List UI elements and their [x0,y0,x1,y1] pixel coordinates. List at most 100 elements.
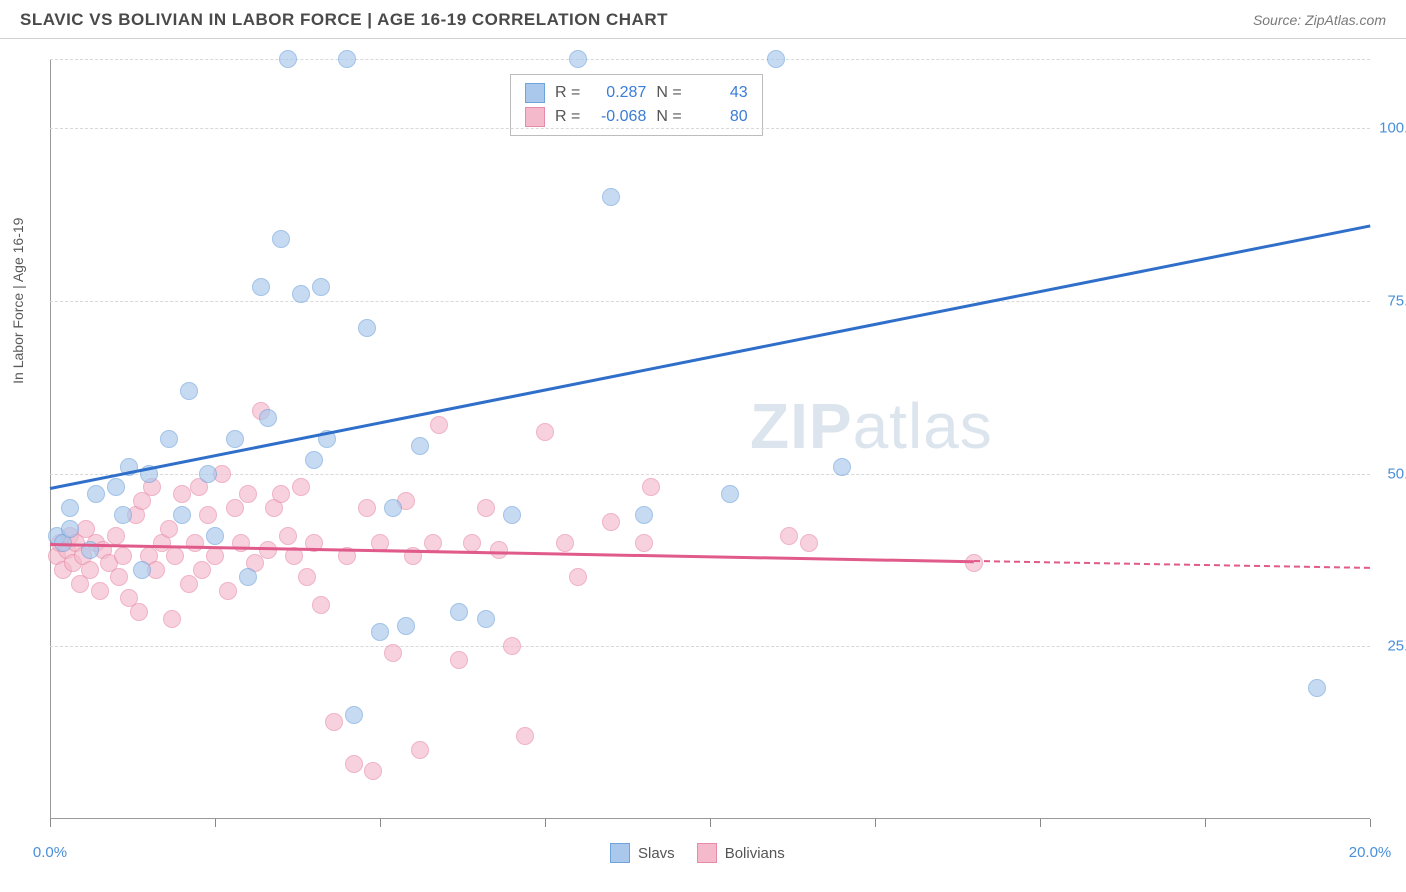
data-point-slavs [107,478,125,496]
data-point-slavs [1308,679,1326,697]
data-point-slavs [272,230,290,248]
trend-line [50,225,1370,490]
n-value-slavs: 43 [692,84,748,102]
n-value-bolivians: 80 [692,108,748,126]
data-point-slavs [305,451,323,469]
stats-row-bolivians: R = -0.068 N = 80 [525,105,748,129]
data-point-bolivians [110,568,128,586]
y-axis-label: In Labor Force | Age 16-19 [10,218,26,384]
data-point-slavs [384,499,402,517]
data-point-bolivians [780,527,798,545]
data-point-bolivians [516,727,534,745]
data-point-bolivians [430,416,448,434]
data-point-bolivians [163,610,181,628]
legend-label-bolivians: Bolivians [725,845,785,862]
data-point-bolivians [130,603,148,621]
data-point-slavs [87,485,105,503]
data-point-slavs [358,319,376,337]
data-point-bolivians [384,644,402,662]
data-point-bolivians [206,547,224,565]
correlation-stats-box: R = 0.287 N = 43 R = -0.068 N = 80 [510,74,763,136]
data-point-slavs [503,506,521,524]
data-point-bolivians [358,499,376,517]
r-value-bolivians: -0.068 [590,108,646,126]
data-point-bolivians [239,485,257,503]
data-point-slavs [721,485,739,503]
x-tick [545,819,546,827]
data-point-slavs [635,506,653,524]
data-point-bolivians [173,485,191,503]
gridline [50,646,1370,647]
chart-area: In Labor Force | Age 16-19 ZIPatlas R = … [0,39,1406,889]
data-point-slavs [397,617,415,635]
x-tick [215,819,216,827]
data-point-slavs [239,568,257,586]
data-point-bolivians [965,554,983,572]
data-point-slavs [252,278,270,296]
gridline [50,59,1370,60]
data-point-slavs [61,520,79,538]
data-point-slavs [114,506,132,524]
x-tick [380,819,381,827]
data-point-bolivians [411,741,429,759]
data-point-bolivians [186,534,204,552]
data-point-bolivians [107,527,125,545]
data-point-slavs [180,382,198,400]
data-point-slavs [292,285,310,303]
x-tick-label: 20.0% [1349,844,1392,861]
data-point-bolivians [312,596,330,614]
scatter-plot: ZIPatlas R = 0.287 N = 43 R = -0.068 N =… [50,59,1370,819]
data-point-bolivians [536,423,554,441]
data-point-bolivians [199,506,217,524]
x-tick-label: 0.0% [33,844,67,861]
r-value-slavs: 0.287 [590,84,646,102]
data-point-bolivians [160,520,178,538]
x-tick [1205,819,1206,827]
data-point-bolivians [226,499,244,517]
data-point-bolivians [463,534,481,552]
data-point-bolivians [272,485,290,503]
data-point-bolivians [279,527,297,545]
legend-label-slavs: Slavs [638,845,675,862]
data-point-bolivians [424,534,442,552]
swatch-slavs [610,843,630,863]
data-point-slavs [833,458,851,476]
trend-line [50,543,974,563]
data-point-bolivians [193,561,211,579]
data-point-bolivians [602,513,620,531]
data-point-slavs [312,278,330,296]
legend-item-slavs: Slavs [610,843,675,863]
data-point-bolivians [477,499,495,517]
data-point-slavs [279,50,297,68]
gridline [50,128,1370,129]
data-point-slavs [450,603,468,621]
data-point-slavs [602,188,620,206]
data-point-slavs [569,50,587,68]
r-label: R = [555,108,580,126]
x-tick [875,819,876,827]
chart-header: SLAVIC VS BOLIVIAN IN LABOR FORCE | AGE … [0,0,1406,39]
x-tick [50,819,51,827]
data-point-bolivians [364,762,382,780]
swatch-slavs [525,83,545,103]
data-point-bolivians [450,651,468,669]
data-point-slavs [259,409,277,427]
x-tick [1370,819,1371,827]
data-point-slavs [199,465,217,483]
data-point-bolivians [292,478,310,496]
trend-line [974,560,1370,569]
data-point-slavs [338,50,356,68]
data-point-slavs [477,610,495,628]
y-tick-label: 100.0% [1379,120,1406,137]
gridline [50,474,1370,475]
data-point-bolivians [219,582,237,600]
data-point-slavs [226,430,244,448]
y-tick-label: 50.0% [1387,465,1406,482]
data-point-slavs [371,623,389,641]
swatch-bolivians [525,107,545,127]
data-point-bolivians [91,582,109,600]
data-point-slavs [133,561,151,579]
y-tick-label: 25.0% [1387,638,1406,655]
watermark: ZIPatlas [750,389,993,463]
data-point-bolivians [490,541,508,559]
